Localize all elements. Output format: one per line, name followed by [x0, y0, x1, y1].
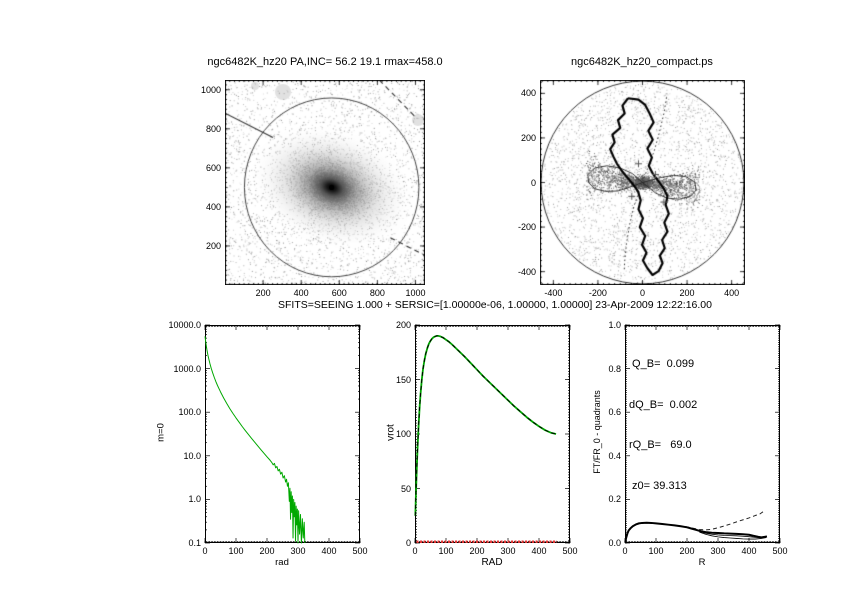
tick-label: 10.0 — [183, 450, 201, 461]
tick-label: 100 — [228, 546, 244, 556]
tick-label: 400 — [724, 288, 740, 298]
tick-label: 0 — [530, 177, 536, 188]
panel-rotation-curve — [414, 324, 571, 544]
tick-label: 400 — [520, 88, 536, 99]
tick-label: 200 — [259, 546, 275, 556]
vrot-yaxis-label: vrot — [385, 424, 397, 441]
tick-label: 800 — [205, 123, 221, 134]
tick-label: 300 — [710, 546, 726, 556]
tick-label: 400 — [293, 288, 309, 298]
tick-label: 200 — [679, 288, 695, 298]
galaxy-image-title: ngc6482K_hz20 PA,INC= 56.2 19.1 rmax=458… — [207, 56, 443, 68]
tick-label: 200 — [520, 132, 536, 143]
fit-suptitle: SFITS=SEEING 1.000 + SERSIC=[1.00000e-06… — [277, 299, 712, 311]
panel-quadrants — [624, 324, 781, 544]
tick-label: 50 — [400, 483, 411, 494]
panel-galaxy-image — [225, 80, 425, 285]
tick-label: 0 — [202, 546, 208, 556]
tick-label: 100 — [438, 546, 454, 556]
tick-label: -400 — [517, 266, 536, 277]
tick-label: 0 — [639, 288, 646, 298]
tick-label: 400 — [321, 546, 337, 556]
tick-label: 1.0 — [608, 320, 621, 330]
tick-label: 400 — [205, 201, 221, 212]
tick-label: 200 — [205, 240, 221, 251]
tick-label: 0 — [405, 538, 411, 548]
fit-results-annotation: Q_B= 0.099 dQ_B= 0.002 rQ_B= 69.0 z0= 39… — [629, 331, 697, 520]
dqb-value: dQ_B= 0.002 — [629, 398, 698, 411]
tick-label: 1000 — [200, 84, 221, 95]
tick-label: 150 — [395, 374, 411, 385]
tick-label: 500 — [772, 546, 788, 556]
quadrants-plot — [624, 324, 781, 544]
quadrants-xaxis-label: R — [698, 557, 706, 568]
tick-label: 500 — [352, 546, 368, 556]
tick-label: 200 — [469, 546, 485, 556]
tick-label: 100 — [648, 546, 664, 556]
tick-label: 100 — [395, 429, 411, 439]
compact_map-plot — [540, 80, 745, 285]
tick-label: 200 — [679, 546, 695, 556]
z0-value: z0= 39.313 — [629, 479, 687, 492]
tick-label: 1000 — [405, 288, 426, 298]
tick-label: -200 — [517, 222, 536, 233]
quadrants-yaxis-label: FT/FR_0 - quadrants — [592, 390, 602, 474]
tick-label: 0.8 — [608, 363, 621, 374]
tick-label: 1.0 — [188, 494, 201, 505]
tick-label: 0 — [622, 546, 628, 556]
tick-label: 200 — [395, 320, 411, 330]
tick-label: -200 — [588, 288, 607, 298]
rotation_curve-plot — [414, 324, 571, 544]
vrot-xaxis-label: RAD — [481, 557, 503, 568]
tick-label: 10000.0 — [168, 320, 201, 330]
tick-label: 0.2 — [608, 494, 621, 505]
compact-map-title: ngc6482K_hz20_compact.ps — [571, 56, 713, 68]
tick-label: 600 — [205, 162, 221, 173]
m0-yaxis-label: m=0 — [155, 423, 167, 442]
tick-label: 300 — [500, 546, 516, 556]
galaxy_image-plot — [225, 80, 425, 285]
tick-label: 100.0 — [178, 407, 201, 418]
tick-label: 200 — [255, 288, 271, 298]
tick-label: 400 — [741, 546, 757, 556]
tick-label: 0.0 — [608, 538, 621, 548]
tick-label: -400 — [544, 288, 563, 298]
tick-label: 800 — [369, 288, 385, 298]
rqb-value: rQ_B= 69.0 — [629, 439, 692, 451]
m0_profile-plot — [204, 324, 361, 544]
tick-label: 0.4 — [608, 450, 621, 461]
tick-label: 600 — [331, 288, 347, 298]
tick-label: 1000.0 — [173, 363, 201, 374]
tick-label: 300 — [290, 546, 306, 556]
tick-label: 0.1 — [188, 538, 201, 548]
panel-compact-map — [540, 80, 745, 285]
tick-label: 500 — [562, 546, 578, 556]
qb-value: Q_B= 0.099 — [629, 358, 695, 370]
tick-label: 0 — [412, 546, 418, 556]
tick-label: 0.6 — [608, 407, 621, 418]
panel-m0-profile — [204, 324, 361, 544]
m0-xaxis-label: rad — [275, 557, 289, 568]
tick-label: 400 — [531, 546, 547, 556]
